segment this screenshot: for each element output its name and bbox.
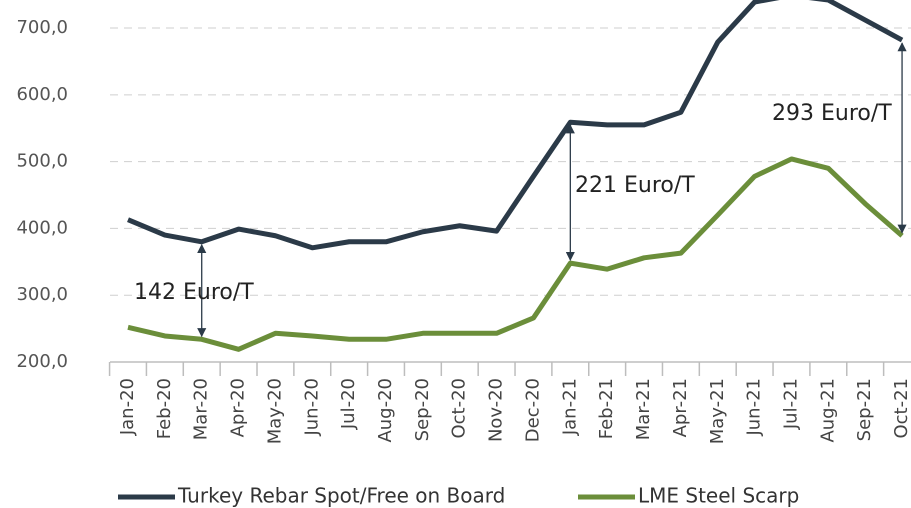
x-tick-label: Dec-20: [522, 378, 543, 442]
x-tick-label: Jul-21: [780, 378, 801, 430]
annotation: 142 Euro/T: [134, 280, 254, 305]
legend-label: Turkey Rebar Spot/Free on Board: [177, 484, 505, 508]
x-tick-label: Jun-21: [744, 378, 765, 437]
x-tick-label: May-20: [264, 378, 285, 444]
x-tick-label: Nov-20: [486, 378, 507, 442]
series-line: [127, 0, 904, 251]
x-tick-label: Sep-20: [412, 378, 433, 441]
legend-label: LME Steel Scarp: [638, 484, 799, 508]
y-tick-label: 400,0: [16, 217, 68, 238]
x-tick-label: Jul-20: [338, 378, 359, 430]
x-tick-label: Apr-21: [670, 378, 691, 437]
x-tick-label: May-21: [707, 378, 728, 444]
x-tick-label: Feb-20: [154, 378, 175, 439]
x-tick-label: Oct-21: [891, 378, 911, 439]
y-tick-label: 600,0: [16, 84, 68, 105]
y-tick-label: 300,0: [16, 284, 68, 305]
annotation: 293 Euro/T: [772, 101, 892, 126]
y-tick-label: 700,0: [16, 17, 68, 38]
x-tick-label: Jan-20: [117, 378, 138, 436]
x-tick-label: Aug-21: [817, 378, 838, 443]
x-tick-label: Sep-21: [854, 378, 875, 441]
y-tick-label: 200,0: [16, 351, 68, 372]
x-tick-label: Jun-20: [301, 378, 322, 437]
x-tick-label: Feb-21: [596, 378, 617, 439]
x-tick-label: Apr-20: [228, 378, 249, 437]
x-tick-label: Aug-20: [375, 378, 396, 443]
annotation: 221 Euro/T: [575, 173, 695, 198]
x-tick-label: Oct-20: [449, 378, 470, 439]
series-line: [127, 156, 904, 352]
x-tick-label: Jan-21: [559, 378, 580, 436]
x-tick-label: Mar-20: [191, 378, 212, 440]
y-tick-label: 500,0: [16, 151, 68, 172]
x-tick-label: Mar-21: [633, 378, 654, 440]
